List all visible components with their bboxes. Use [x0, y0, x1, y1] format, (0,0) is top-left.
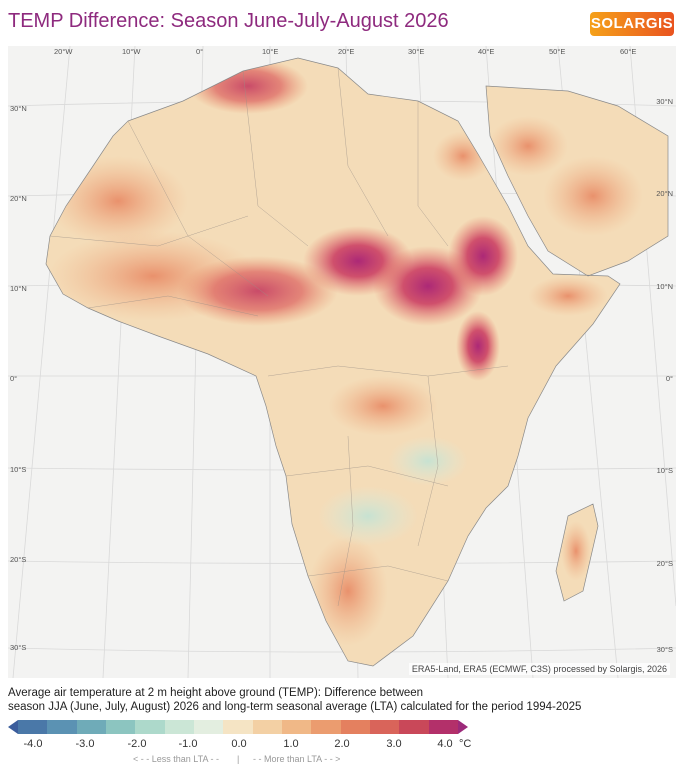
lon-label: 60°E	[620, 47, 637, 56]
lon-label: 40°E	[478, 47, 495, 56]
map-canvas	[8, 46, 676, 678]
arabia-coastline	[485, 85, 669, 277]
legend-unit: °C	[459, 738, 472, 750]
page-title: TEMP Difference: Season June-July-August…	[8, 10, 449, 32]
lat-label-right: 10°S	[656, 466, 673, 475]
legend-swatch	[370, 720, 400, 734]
lat-label-left: 30°S	[10, 643, 27, 652]
lat-label-right: 20°S	[656, 559, 673, 568]
legend-swatch	[311, 720, 342, 734]
legend-swatch	[458, 720, 468, 734]
legend-swatch	[47, 720, 78, 734]
description-line-2: season JJA (June, July, August) 2026 and…	[8, 701, 582, 713]
madagascar-coastline	[555, 503, 599, 602]
lat-label-left: 0°	[10, 374, 18, 383]
legend-swatch	[282, 720, 312, 734]
legend-tick: 0.0	[231, 738, 247, 750]
color-legend: -4.0 -3.0 -2.0 -1.0 0.0 1.0 2.0 3.0 4.0 …	[8, 720, 478, 768]
lat-label-left: 20°S	[10, 555, 27, 564]
temperature-difference-map[interactable]: 20°W 10°W 0° 10°E 20°E 30°E 40°E 50°E 60…	[8, 46, 676, 678]
legend-tick: 2.0	[334, 738, 350, 750]
legend-swatch	[194, 720, 224, 734]
legend-tick: -1.0	[178, 738, 198, 750]
map-description: Average air temperature at 2 m height ab…	[8, 686, 668, 714]
legend-swatch	[428, 720, 459, 734]
lon-label: 10°E	[262, 47, 279, 56]
lat-label-right: 30°N	[656, 97, 673, 106]
country-borders	[49, 67, 509, 607]
lat-label-left: 20°N	[10, 194, 27, 203]
legend-swatch	[223, 720, 254, 734]
legend-swatch	[340, 720, 371, 734]
lat-label-right: 0°	[665, 374, 673, 383]
legend-swatch	[106, 720, 136, 734]
legend-swatch	[8, 720, 18, 734]
lon-label: 20°E	[338, 47, 355, 56]
legend-tick: -3.0	[75, 738, 95, 750]
legend-tick: 3.0	[386, 738, 402, 750]
lat-label-left: 10°N	[10, 284, 27, 293]
legend-tick: -4.0	[23, 738, 43, 750]
lat-label-right: 30°S	[656, 645, 673, 654]
legend-hint-separator: |	[237, 754, 240, 764]
lon-label: 0°	[196, 47, 204, 56]
lat-label-left: 30°N	[10, 104, 27, 113]
lon-label: 50°E	[549, 47, 566, 56]
lon-label: 20°W	[54, 47, 73, 56]
legend-swatch	[399, 720, 430, 734]
legend-swatch	[252, 720, 283, 734]
legend-swatch	[18, 720, 48, 734]
legend-swatch	[164, 720, 195, 734]
legend-hint-less: < - - Less than LTA - -	[133, 754, 219, 764]
legend-tick: 4.0	[437, 738, 453, 750]
legend-swatch	[135, 720, 166, 734]
lat-label-right: 20°N	[656, 189, 673, 198]
legend-tick: -2.0	[127, 738, 147, 750]
legend-hint-more: - - More than LTA - - >	[253, 754, 341, 764]
lat-label-left: 10°S	[10, 465, 27, 474]
legend-swatch	[76, 720, 107, 734]
legend-tick: 1.0	[283, 738, 299, 750]
data-credit: ERA5-Land, ERA5 (ECMWF, C3S) processed b…	[408, 663, 670, 675]
solargis-logo: SOLARGIS	[590, 12, 674, 36]
lat-label-right: 10°N	[656, 282, 673, 291]
description-line-1: Average air temperature at 2 m height ab…	[8, 687, 424, 699]
legend-color-bar	[8, 720, 468, 734]
lon-label: 10°W	[122, 47, 141, 56]
lon-label: 30°E	[408, 47, 425, 56]
